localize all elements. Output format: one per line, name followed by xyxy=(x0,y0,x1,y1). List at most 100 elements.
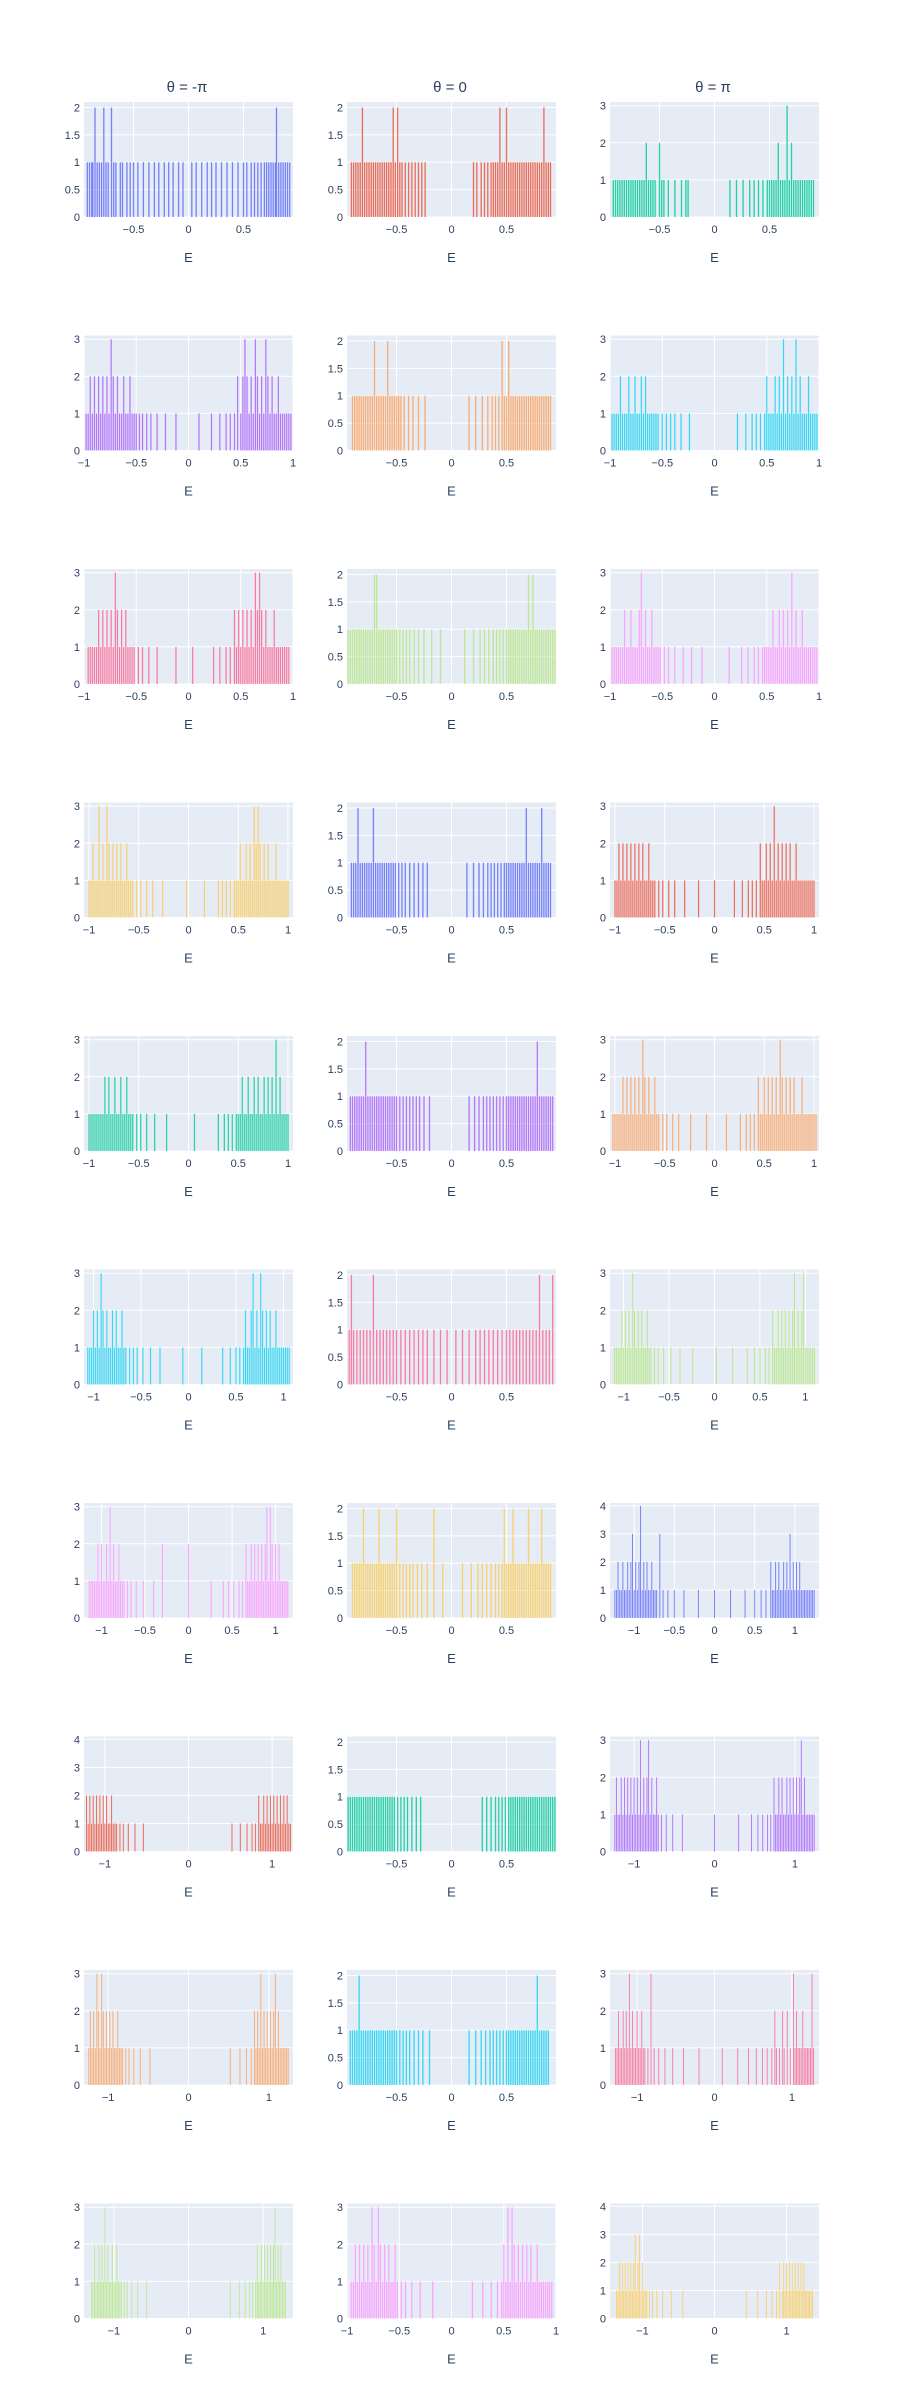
histogram-bar xyxy=(107,2244,109,2319)
histogram-bar xyxy=(626,1347,628,1385)
histogram-bar xyxy=(509,2281,511,2319)
histogram-bar xyxy=(395,1096,398,1151)
x-axis-title: E xyxy=(710,1885,719,1900)
histogram-bar xyxy=(519,2281,522,2319)
histogram-bar xyxy=(628,646,630,684)
histogram-bar xyxy=(812,1589,814,1618)
histogram-bar xyxy=(468,2030,470,2085)
histogram-bar xyxy=(749,179,751,217)
histogram-bar xyxy=(812,646,814,684)
histogram-bar xyxy=(96,1310,98,1385)
histogram-bar xyxy=(683,2047,685,2085)
histogram-bar xyxy=(657,646,659,684)
histogram-bar xyxy=(649,1589,651,1618)
histogram-bar xyxy=(417,162,420,217)
histogram-bar xyxy=(175,413,177,451)
histogram-bar xyxy=(663,646,665,684)
histogram-bar xyxy=(277,646,279,684)
histogram-bar xyxy=(516,1096,519,1151)
histogram-bar xyxy=(153,162,156,217)
histogram-bar xyxy=(532,395,534,451)
histogram-bar xyxy=(776,1589,778,1618)
histogram-bar xyxy=(127,1580,129,1618)
histogram-bar xyxy=(362,1796,365,1852)
histogram-bar xyxy=(248,413,250,451)
histogram-bar xyxy=(358,1563,360,1618)
histogram-bar xyxy=(149,1347,152,1385)
histogram-bar xyxy=(104,646,106,684)
histogram-bar xyxy=(613,1347,616,1385)
histogram-bar xyxy=(347,1796,349,1852)
y-tick-label: 0 xyxy=(337,446,343,458)
histogram-bar xyxy=(776,646,778,684)
histogram-bar xyxy=(775,1814,777,1852)
histogram-bar xyxy=(692,1347,694,1385)
histogram-bar xyxy=(409,862,411,918)
histogram-bar xyxy=(618,1113,620,1151)
histogram-bar xyxy=(268,2281,270,2319)
histogram-bar xyxy=(391,1563,393,1618)
histogram-bar xyxy=(380,629,382,684)
histogram-bar xyxy=(90,880,92,918)
histogram-bar xyxy=(238,1580,240,1618)
y-tick-label: 2 xyxy=(74,838,80,850)
histogram-bar xyxy=(789,1777,791,1852)
histogram-bar xyxy=(229,2047,231,2085)
histogram-bar xyxy=(245,1113,247,1151)
histogram-bar xyxy=(532,2030,534,2085)
histogram-bar xyxy=(254,572,257,684)
histogram-bar xyxy=(636,646,638,684)
histogram-bar xyxy=(729,179,731,217)
histogram-bar xyxy=(378,1096,380,1151)
panel-r8-c2: 00.511.52−0.5 0 0.5E xyxy=(328,1736,556,1900)
histogram-bar xyxy=(394,2244,396,2319)
histogram-bar xyxy=(498,1563,500,1618)
histogram-bar xyxy=(357,162,359,217)
histogram-bar xyxy=(547,1563,549,1618)
histogram-bar xyxy=(225,646,227,684)
histogram-bar xyxy=(519,862,521,918)
histogram-bar xyxy=(394,162,397,217)
histogram-bar xyxy=(89,646,91,684)
histogram-bar xyxy=(623,1777,625,1852)
histogram-bar xyxy=(395,395,398,451)
histogram-bar xyxy=(549,395,552,451)
y-tick-label: 3 xyxy=(600,1035,606,1047)
y-tick-label: 0.5 xyxy=(328,418,343,430)
histogram-bar xyxy=(100,162,103,217)
histogram-bar xyxy=(267,843,269,918)
histogram-bar xyxy=(790,142,793,217)
histogram-bar xyxy=(86,1795,88,1852)
histogram-bar xyxy=(403,1796,405,1852)
histogram-bar xyxy=(805,1814,807,1852)
histogram-bar xyxy=(612,1113,614,1151)
histogram-bar xyxy=(687,179,689,217)
histogram-bar xyxy=(812,1347,814,1385)
x-axis-title: E xyxy=(184,1184,193,1199)
x-tick-label: 0.5 xyxy=(231,925,246,937)
histogram-bar xyxy=(629,2290,630,2319)
histogram-bar xyxy=(638,1814,640,1852)
histogram-bar xyxy=(805,1589,807,1618)
histogram-bar xyxy=(641,1310,643,1385)
histogram-bar xyxy=(519,2030,521,2085)
histogram-bar xyxy=(797,2047,799,2085)
histogram-bar xyxy=(281,646,284,684)
histogram-bar xyxy=(759,1113,761,1151)
histogram-bar xyxy=(275,1039,277,1151)
y-tick-label: 0 xyxy=(600,1847,606,1859)
histogram-bar xyxy=(475,2030,477,2085)
histogram-bar xyxy=(807,880,809,918)
histogram-bar xyxy=(106,376,108,451)
histogram-bar xyxy=(263,843,265,918)
histogram-bar xyxy=(654,880,656,918)
y-tick-label: 1 xyxy=(600,875,606,887)
histogram-bar xyxy=(392,1329,394,1385)
histogram-bar xyxy=(148,162,150,217)
histogram-bar xyxy=(414,162,416,217)
histogram-bar xyxy=(110,880,112,918)
histogram-bar xyxy=(126,843,128,918)
histogram-bar xyxy=(658,880,660,918)
histogram-bar xyxy=(643,1777,645,1852)
histogram-bar xyxy=(371,1563,373,1618)
